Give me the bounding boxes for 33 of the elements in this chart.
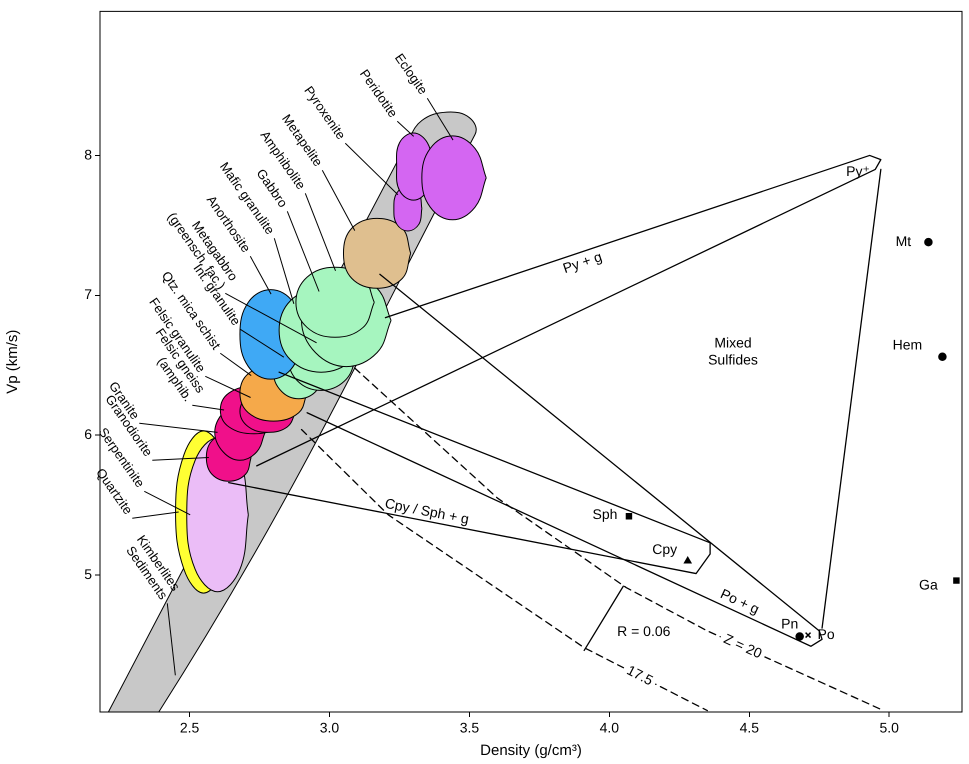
series-label: Cpy <box>652 540 678 557</box>
annotation: Py⁺ <box>846 162 870 179</box>
series-label: Hem <box>892 336 922 353</box>
point <box>804 632 812 638</box>
point <box>626 513 632 520</box>
annotation: Mixed Sulfides <box>708 334 758 368</box>
y-tick-label: 6 <box>84 426 92 442</box>
series-label: Mt <box>896 232 912 249</box>
series-label: Ga <box>919 576 938 592</box>
y-axis-title: Vp (km/s) <box>4 330 22 394</box>
x-tick-label: 3.5 <box>460 719 480 736</box>
text: Z = 20 <box>722 630 765 662</box>
text: Py + g <box>560 248 604 276</box>
y-tick-label: 5 <box>84 566 92 582</box>
point <box>924 238 933 246</box>
point <box>953 577 960 584</box>
x-tick-label: 2.5 <box>180 719 200 736</box>
point <box>938 352 947 362</box>
x-axis-title: Density (g/cm³) <box>480 742 582 760</box>
x-tick-label: 3.0 <box>320 719 340 736</box>
y-tick-label: 7 <box>84 286 92 302</box>
point <box>795 632 804 641</box>
y-tick-label: 8 <box>84 146 92 162</box>
series-label: Sph <box>592 506 618 522</box>
series-label: Pn <box>781 615 798 632</box>
series-label: R = 0.06 <box>617 623 671 640</box>
point <box>684 556 692 564</box>
x-tick-label: 4.5 <box>740 719 760 736</box>
text: 17.5 <box>624 662 656 688</box>
text: Cpy / Sph + g <box>384 494 470 527</box>
x-tick-label: 5.0 <box>880 719 900 736</box>
text: Po + g <box>718 585 762 617</box>
x-tick-label: 4.0 <box>600 719 620 736</box>
